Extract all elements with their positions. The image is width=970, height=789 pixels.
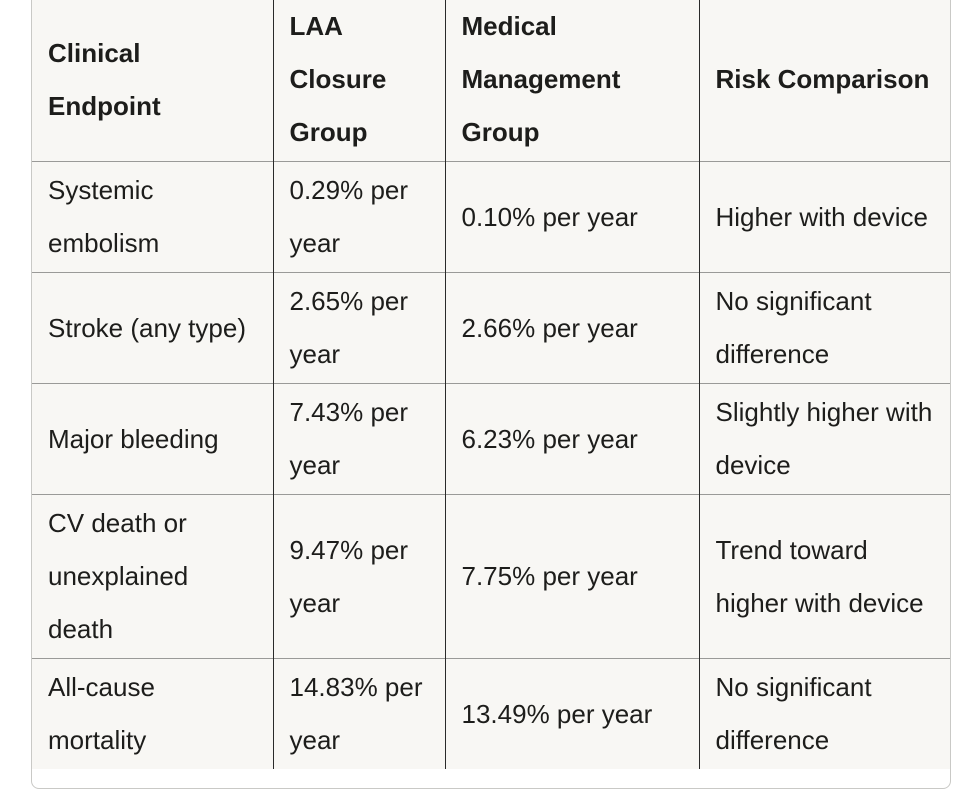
cell-endpoint: Stroke (any type) — [32, 272, 273, 384]
cell-risk: Higher with device — [698, 161, 950, 273]
cell-risk: Slightly higher with device — [698, 383, 950, 495]
header-risk-comparison: Risk Comparison — [698, 0, 950, 162]
cell-risk: No significant difference — [698, 272, 950, 384]
cell-risk: Trend toward higher with device — [698, 494, 950, 659]
cell-endpoint: All-cause mortality — [32, 658, 273, 769]
cell-medical: 2.66% per year — [444, 272, 699, 384]
table-container: Clinical Endpoint LAA Closure Group Medi… — [31, 0, 951, 789]
cell-laa: 0.29% per year — [272, 161, 445, 273]
header-row: Clinical Endpoint LAA Closure Group Medi… — [32, 0, 950, 162]
header-clinical-endpoint: Clinical Endpoint — [48, 37, 161, 121]
cell-endpoint: CV death or unexplained death — [32, 494, 273, 659]
clinical-endpoints-table: Clinical Endpoint LAA Closure Group Medi… — [32, 0, 950, 769]
cell-laa: 2.65% per year — [272, 272, 445, 384]
cell-endpoint: Major bleeding — [32, 383, 273, 495]
cell-risk: No significant difference — [698, 658, 950, 769]
cell-laa: 7.43% per year — [272, 383, 445, 495]
cell-medical: 0.10% per year — [444, 161, 699, 273]
cell-medical: 13.49% per year — [444, 658, 699, 769]
table-row: Major bleeding 7.43% per year 6.23% per … — [32, 383, 950, 495]
table-row: Systemic embolism 0.29% per year 0.10% p… — [32, 161, 950, 273]
table-row: CV death or unexplained death 9.47% per … — [32, 494, 950, 659]
cell-laa: 9.47% per year — [272, 494, 445, 659]
header-medical-management-group: Medical Management Group — [444, 0, 699, 162]
table-row: All-cause mortality 14.83% per year 13.4… — [32, 658, 950, 769]
cell-laa: 14.83% per year — [272, 658, 445, 769]
cell-endpoint: Systemic embolism — [32, 161, 273, 273]
table-row: Stroke (any type) 2.65% per year 2.66% p… — [32, 272, 950, 384]
header-laa-closure-group: LAA Closure Group — [272, 0, 445, 162]
cell-medical: 6.23% per year — [444, 383, 699, 495]
cell-medical: 7.75% per year — [444, 494, 699, 659]
